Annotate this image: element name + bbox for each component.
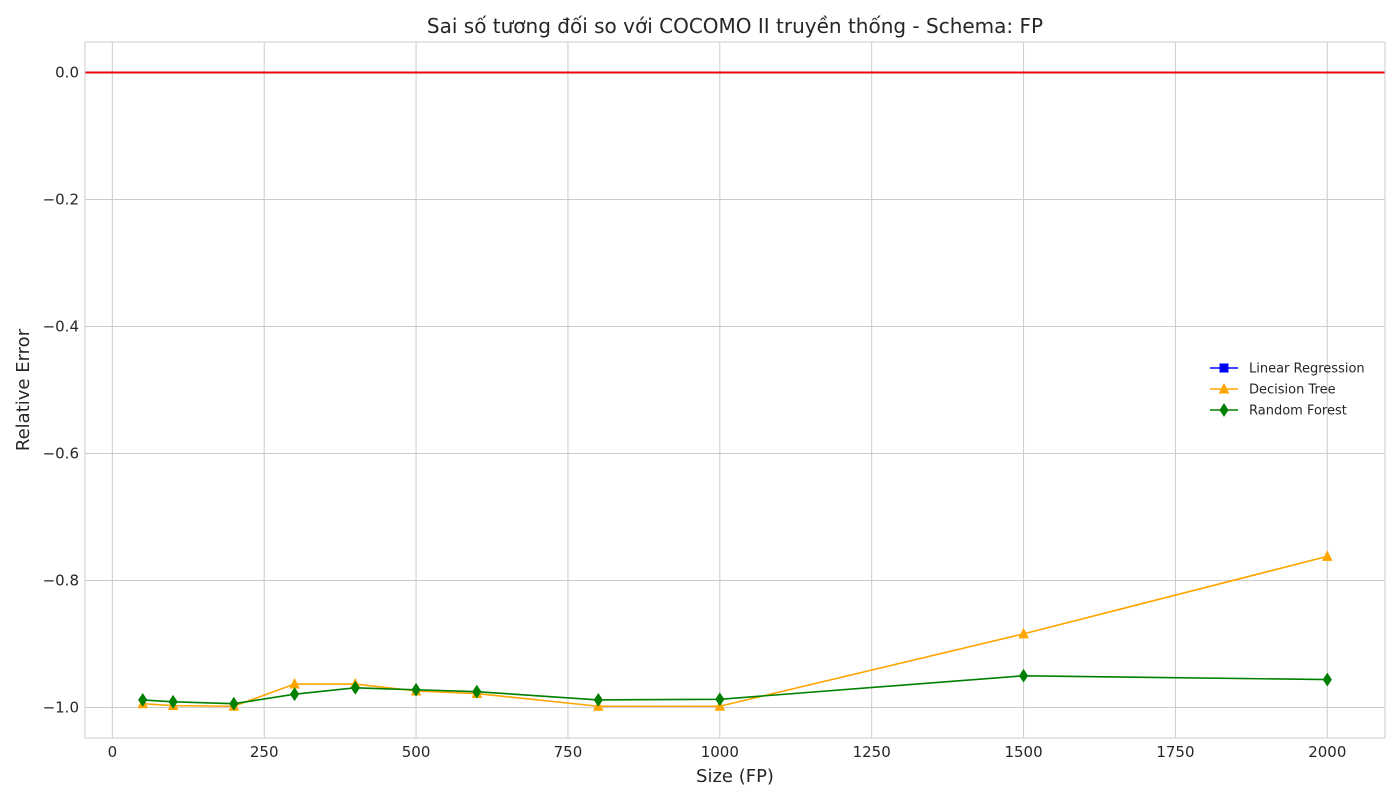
x-tick-label: 250	[250, 743, 279, 761]
x-tick-label: 1250	[853, 743, 891, 761]
y-tick-label: −0.2	[43, 190, 79, 208]
x-tick-label: 750	[554, 743, 583, 761]
data-point	[138, 692, 148, 707]
legend-marker	[1218, 382, 1230, 394]
series-random-forest	[138, 668, 1332, 711]
data-point	[1321, 550, 1333, 561]
data-point	[229, 696, 239, 711]
y-tick-labels: 0.0 −0.2 −0.4 −0.6 −0.8 −1.0	[43, 63, 79, 716]
data-point	[411, 682, 421, 697]
y-axis-title: Relative Error	[13, 328, 34, 451]
data-point	[1322, 672, 1332, 687]
data-point	[350, 680, 360, 695]
data-point	[289, 687, 300, 702]
data-point	[1018, 627, 1029, 639]
legend-marker	[1219, 363, 1229, 373]
data-point	[1018, 668, 1029, 683]
x-tick-label: 1750	[1156, 743, 1194, 761]
legend-label: Linear Regression	[1249, 362, 1365, 377]
legend-label: Decision Tree	[1249, 383, 1336, 398]
data-point	[593, 692, 603, 707]
y-tick-label: −0.4	[43, 317, 79, 335]
y-tick-label: −0.8	[43, 572, 79, 590]
y-tick-label: −0.6	[43, 445, 79, 463]
x-tick-label: 500	[402, 743, 431, 761]
x-tick-labels: 0 250 500 750 1000 1250 1500 1750 2000	[108, 743, 1347, 761]
plot-frame	[84, 41, 1386, 739]
x-tick-label: 1000	[701, 743, 739, 761]
grid	[85, 42, 1385, 738]
legend: Linear Regression Decision Tree Random For…	[1210, 362, 1365, 419]
data-point	[168, 694, 178, 709]
y-tick-label: 0.0	[55, 63, 79, 81]
series-decision-tree	[137, 550, 1333, 711]
data-point	[472, 684, 482, 699]
chart-title: Sai số tương đối so với COCOMO II truyền…	[427, 14, 1043, 38]
series-layer	[137, 550, 1333, 711]
series-line	[142, 555, 1328, 708]
x-tick-label: 0	[108, 743, 118, 761]
x-tick-label: 2000	[1308, 743, 1346, 761]
legend-marker	[1219, 403, 1229, 417]
legend-label: Random Forest	[1249, 404, 1347, 419]
data-point	[715, 692, 725, 707]
y-tick-label: −1.0	[43, 699, 79, 717]
series-line	[142, 674, 1328, 705]
x-axis-title: Size (FP)	[696, 766, 774, 787]
x-tick-label: 1500	[1004, 743, 1042, 761]
